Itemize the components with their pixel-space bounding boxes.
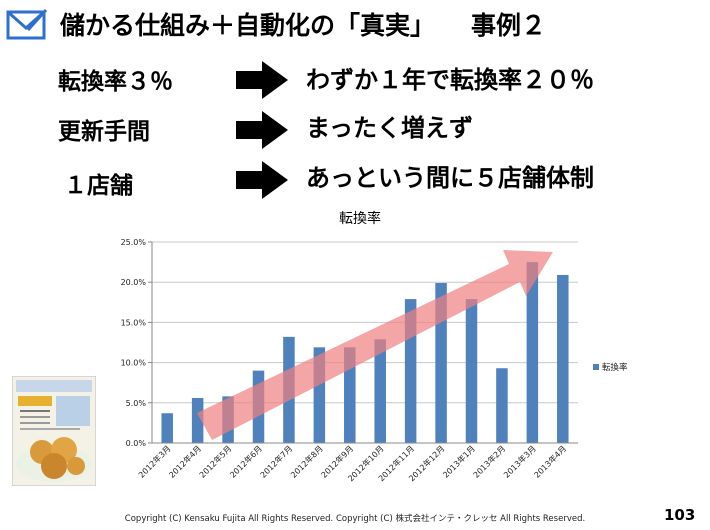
row-1-right: わずか１年で転換率２０％ xyxy=(306,66,594,94)
row-3-right: あっという間に５店舗体制 xyxy=(306,164,594,192)
right-arrow-icon xyxy=(236,161,288,199)
chart-title: 転換率 xyxy=(339,211,381,227)
y-tick-label: 10.0% xyxy=(121,359,147,368)
product-photo xyxy=(12,376,96,486)
row-2-right: まったく増えず xyxy=(306,114,474,142)
row-1-left: 転換率３％ xyxy=(58,69,173,95)
title-main: 儲かる仕組み＋自動化の「真実」 xyxy=(60,11,436,40)
x-axis: 2012年3月2012年4月2012年5月2012年6月2012年7月2012年… xyxy=(136,442,578,483)
bar xyxy=(435,283,447,443)
bar xyxy=(161,413,173,443)
page-number: 103 xyxy=(664,506,696,524)
row-3-left: １店舗 xyxy=(64,173,133,199)
legend-swatch xyxy=(593,364,599,370)
legend-label: 転換率 xyxy=(602,362,628,373)
chart-grid xyxy=(152,241,578,444)
y-tick-label: 15.0% xyxy=(121,318,147,327)
page-title: 儲かる仕組み＋自動化の「真実」 事例２ xyxy=(60,6,546,42)
envelope-icon xyxy=(6,8,48,40)
bar xyxy=(526,262,539,443)
y-tick-label: 20.0% xyxy=(121,278,147,287)
bar xyxy=(344,347,356,443)
bar xyxy=(191,397,204,443)
bar xyxy=(496,368,508,443)
trend-arrow xyxy=(197,250,553,440)
y-axis: 0.0% 5.0% 10.0% 15.0% 20.0% 25.0% xyxy=(121,238,153,448)
right-arrow-icon xyxy=(236,111,288,149)
title-example: 事例２ xyxy=(471,11,547,40)
right-arrow-icon xyxy=(236,61,288,99)
copyright-footer: Copyright (C) Kensaku Fujita All Rights … xyxy=(124,514,586,524)
y-tick-label: 5.0% xyxy=(126,399,147,408)
chart-legend: 転換率 xyxy=(593,362,628,373)
bar xyxy=(465,299,478,443)
bar xyxy=(557,274,569,443)
x-tick-label: 2013年4月 xyxy=(532,443,568,479)
y-tick-label: 0.0% xyxy=(126,439,147,448)
y-tick-label: 25.0% xyxy=(121,238,147,247)
row-2-left: 更新手間 xyxy=(58,119,150,145)
bar xyxy=(374,339,386,443)
bar xyxy=(404,299,417,443)
bar xyxy=(313,347,326,443)
